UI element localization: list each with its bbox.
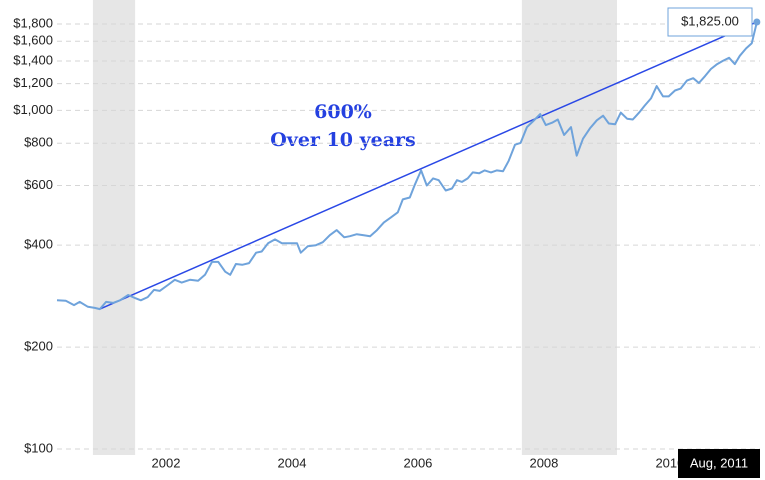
y-tick-label: $200 bbox=[24, 339, 53, 354]
tooltip-box bbox=[667, 7, 753, 37]
tooltip-value: $1,825.00 bbox=[681, 13, 739, 28]
y-tick-label: $1,600 bbox=[13, 33, 53, 48]
series-line bbox=[56, 21, 758, 311]
y-tick-label: $600 bbox=[24, 177, 53, 192]
x-hover-label: Aug, 2011 bbox=[690, 455, 748, 470]
annotation: 600% bbox=[314, 101, 372, 123]
annotation: Over 10 years bbox=[270, 129, 416, 151]
y-tick-label: $1,000 bbox=[13, 102, 53, 117]
y-tick-label: $1,200 bbox=[13, 75, 53, 90]
x-tick-label: 2008 bbox=[529, 455, 558, 470]
shaded-range bbox=[92, 0, 136, 455]
y-tick-label: $1,800 bbox=[13, 15, 53, 30]
y-tick-label: $800 bbox=[24, 135, 53, 150]
hover-point bbox=[753, 18, 761, 26]
y-tick-label: $1,400 bbox=[13, 52, 53, 67]
x-hover-box bbox=[678, 449, 760, 478]
x-tick-label: 2002 bbox=[152, 455, 181, 470]
y-tick-label: $400 bbox=[24, 237, 53, 252]
x-tick-label: 2006 bbox=[403, 455, 432, 470]
x-tick-label: 2010 bbox=[655, 455, 684, 470]
shaded-range bbox=[521, 0, 618, 455]
trend-line bbox=[99, 21, 758, 310]
x-tick-label: 2004 bbox=[278, 455, 307, 470]
y-tick-label: $100 bbox=[24, 440, 53, 455]
